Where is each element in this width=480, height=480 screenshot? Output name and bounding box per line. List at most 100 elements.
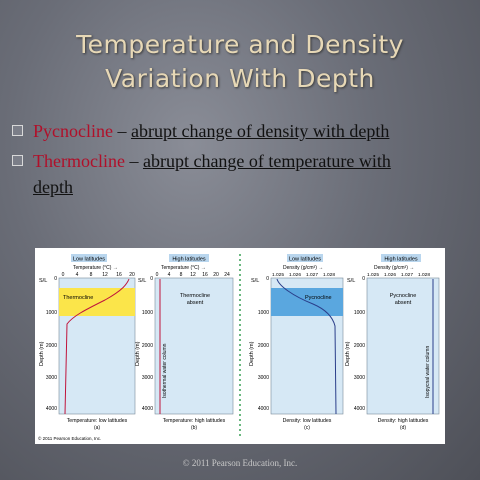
depth-axis-label: Depth (m): [249, 341, 255, 366]
panel-header: Low latitudes: [73, 257, 105, 263]
panel-a: Low latitudes Temperature (°C) → 0 4 8 1…: [39, 254, 136, 431]
depth-axis-label: Depth (m): [345, 341, 351, 366]
depth-tick: 1000: [354, 310, 365, 316]
panel-caption: Temperature: high latitudes: [163, 418, 226, 424]
panel-letter: (a): [94, 425, 100, 431]
depth-tick: 2000: [354, 343, 365, 349]
depth-tick: 2000: [142, 343, 153, 349]
depth-tick: 0: [150, 276, 153, 282]
bullet-separator: –: [124, 151, 143, 171]
panel-header: Low latitudes: [289, 257, 321, 263]
tick-label: 1.028: [323, 272, 335, 278]
band-label: Thermocline: [63, 295, 93, 301]
depth-axis-label: Depth (m): [135, 341, 141, 366]
bullet-term: Pycnocline: [33, 121, 113, 141]
tick-label: 4: [76, 272, 79, 278]
depth-tick: 1000: [142, 310, 153, 316]
band-label: Pycnocline: [390, 293, 417, 299]
depth-tick: 4000: [258, 406, 269, 412]
bullet-thermocline: Thermocline – abrupt change of temperatu…: [12, 148, 391, 174]
tick-label: 24: [224, 272, 230, 278]
bullet-pycnocline: Pycnocline – abrupt change of density wi…: [12, 118, 389, 144]
tick-label: 1.027: [306, 272, 318, 278]
tick-label: 1.027: [401, 272, 413, 278]
depth-tick: 0: [54, 276, 57, 282]
tick-label: 16: [116, 272, 122, 278]
bullet-term: Thermocline: [33, 151, 125, 171]
panel-header: High latitudes: [172, 257, 206, 263]
bullet-thermocline-continued: depth: [33, 174, 73, 200]
depth-tick: 1000: [258, 310, 269, 316]
slide-title-line2: Variation With Depth: [105, 64, 375, 93]
depth-axis-label: Depth (m): [39, 341, 45, 366]
panel-c: Low latitudes Density (g/cm³) → 1.025 1.…: [249, 254, 344, 431]
depth-tick: 2000: [258, 343, 269, 349]
water-column: [154, 277, 234, 415]
panel-caption: Density: high latitudes: [378, 418, 429, 424]
depth-tick: 0: [362, 276, 365, 282]
depth-tick: 4000: [46, 406, 57, 412]
band-label-absent: absent: [395, 300, 412, 306]
depth-tick: 4000: [142, 406, 153, 412]
depth-profile-figure: Low latitudes Temperature (°C) → 0 4 8 1…: [35, 248, 445, 444]
tick-label: 0: [62, 272, 65, 278]
panel-b: High latitudes Temperature (°C) → 0 4 8 …: [135, 254, 234, 431]
density-profile: [276, 278, 337, 415]
panel-caption: Temperature: low latitudes: [67, 418, 128, 424]
panel-d: High latitudes Density (g/cm³) → 1.025 1…: [345, 254, 440, 431]
thermocline-band: [59, 288, 135, 316]
depth-tick: 2000: [46, 343, 57, 349]
tick-label: 1.025: [367, 272, 379, 278]
bullet-definition-continued: depth: [33, 177, 73, 197]
bullet-definition: abrupt change of temperature with: [142, 151, 391, 171]
band-label-absent: absent: [187, 300, 204, 306]
bullet-definition: abrupt change of density with depth: [130, 121, 390, 141]
slide-title-line1: Temperature and Density: [76, 30, 404, 59]
depth-tick: 0: [266, 276, 269, 282]
figure-copyright: © 2011 Pearson Education, Inc.: [38, 435, 101, 441]
temperature-profile: [64, 278, 130, 415]
panel-header-box: [71, 254, 107, 262]
depth-tick: 3000: [46, 375, 57, 381]
tick-label: 8: [180, 272, 183, 278]
tick-label: 0: [156, 272, 159, 278]
band-label: Pycnocline: [305, 295, 332, 301]
panel-letter: (d): [400, 425, 406, 431]
depth-tick: 3000: [258, 375, 269, 381]
tick-label: 16: [202, 272, 208, 278]
depth-profile-svg: Low latitudes Temperature (°C) → 0 4 8 1…: [38, 254, 440, 441]
panel-header-box: [169, 254, 209, 262]
tick-label: 20: [129, 272, 135, 278]
tick-label: 4: [168, 272, 171, 278]
panel-header-box: [287, 254, 323, 262]
depth-tick: 1000: [46, 310, 57, 316]
panel-axis-label: Temperature (°C) →: [73, 265, 118, 271]
bullet-square-icon: [12, 155, 23, 167]
slide-footer: © 2011 Pearson Education, Inc.: [182, 458, 298, 468]
sl-label: S/L: [39, 278, 47, 284]
depth-tick: 3000: [354, 375, 365, 381]
band-label: Thermocline: [180, 293, 210, 299]
tick-label: 1.025: [272, 272, 284, 278]
panel-axis-label: Density (g/cm³) →: [283, 265, 323, 271]
tick-label: 12: [190, 272, 196, 278]
tick-label: 8: [90, 272, 93, 278]
tick-label: 1.026: [289, 272, 301, 278]
depth-tick: 4000: [354, 406, 365, 412]
tick-label: 1.026: [384, 272, 396, 278]
sl-label: S/L: [138, 278, 146, 284]
bullet-separator: –: [112, 121, 131, 141]
tick-label: 1.028: [418, 272, 430, 278]
panel-axis-label: Density (g/cm³) →: [374, 265, 414, 271]
panel-letter: (b): [191, 425, 197, 431]
tick-label: 12: [102, 272, 108, 278]
panel-header-box: [381, 254, 421, 262]
panel-header: High latitudes: [384, 257, 418, 263]
tick-label: 20: [213, 272, 219, 278]
vertical-label: Isothermal water column: [162, 343, 168, 398]
bullet-square-icon: [12, 125, 23, 137]
panel-axis-label: Temperature (°C) →: [161, 265, 206, 271]
sl-label: S/L: [347, 278, 355, 284]
depth-tick: 3000: [142, 375, 153, 381]
panel-caption: Density: low latitudes: [283, 418, 332, 424]
